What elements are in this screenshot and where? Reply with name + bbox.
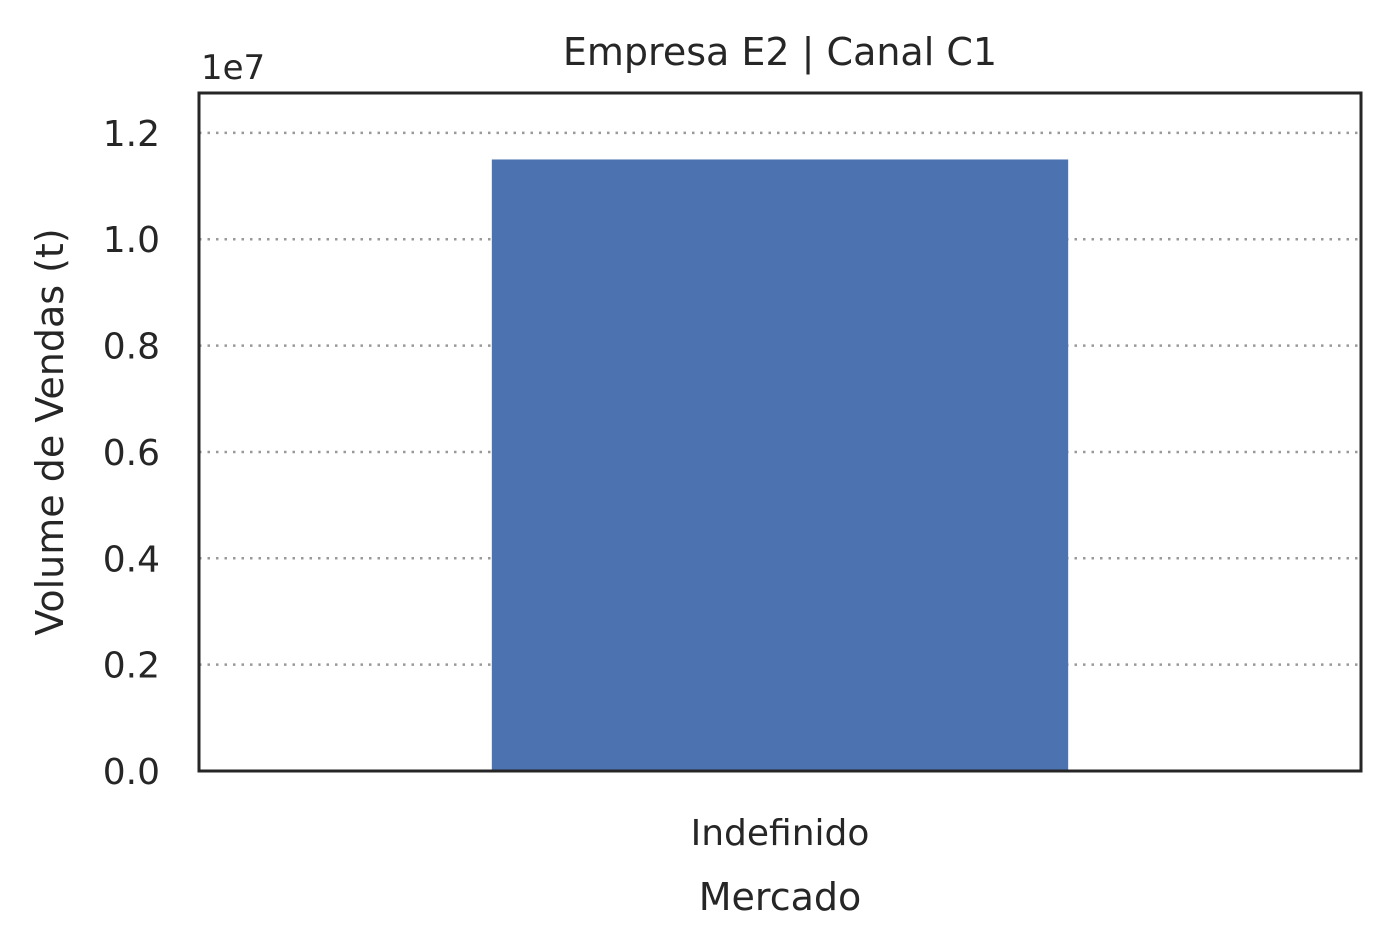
- y-tick-label: 1.0: [103, 220, 160, 261]
- y-offset-label: 1e7: [201, 48, 265, 88]
- bar: [491, 159, 1069, 771]
- y-axis-label: Volume de Vendas (t): [28, 228, 72, 635]
- y-tick-label: 1.2: [103, 114, 160, 155]
- y-tick-label: 0.2: [103, 646, 160, 687]
- x-tick-label: Indefinido: [691, 813, 870, 854]
- y-tick-label: 0.0: [103, 752, 160, 793]
- y-tick-label: 0.6: [103, 433, 160, 474]
- plot-frame: [197, 91, 1363, 773]
- x-tick-labels: Indefinido: [691, 813, 870, 854]
- y-tick-labels: 0.0 0.2 0.4 0.6 0.8 1.0 1.2: [103, 114, 160, 793]
- y-tick-label: 0.4: [103, 539, 160, 580]
- chart-title: Empresa E2 | Canal C1: [563, 30, 997, 75]
- y-tick-label: 0.8: [103, 327, 160, 368]
- x-axis-label: Mercado: [699, 875, 862, 919]
- bars: [491, 159, 1069, 771]
